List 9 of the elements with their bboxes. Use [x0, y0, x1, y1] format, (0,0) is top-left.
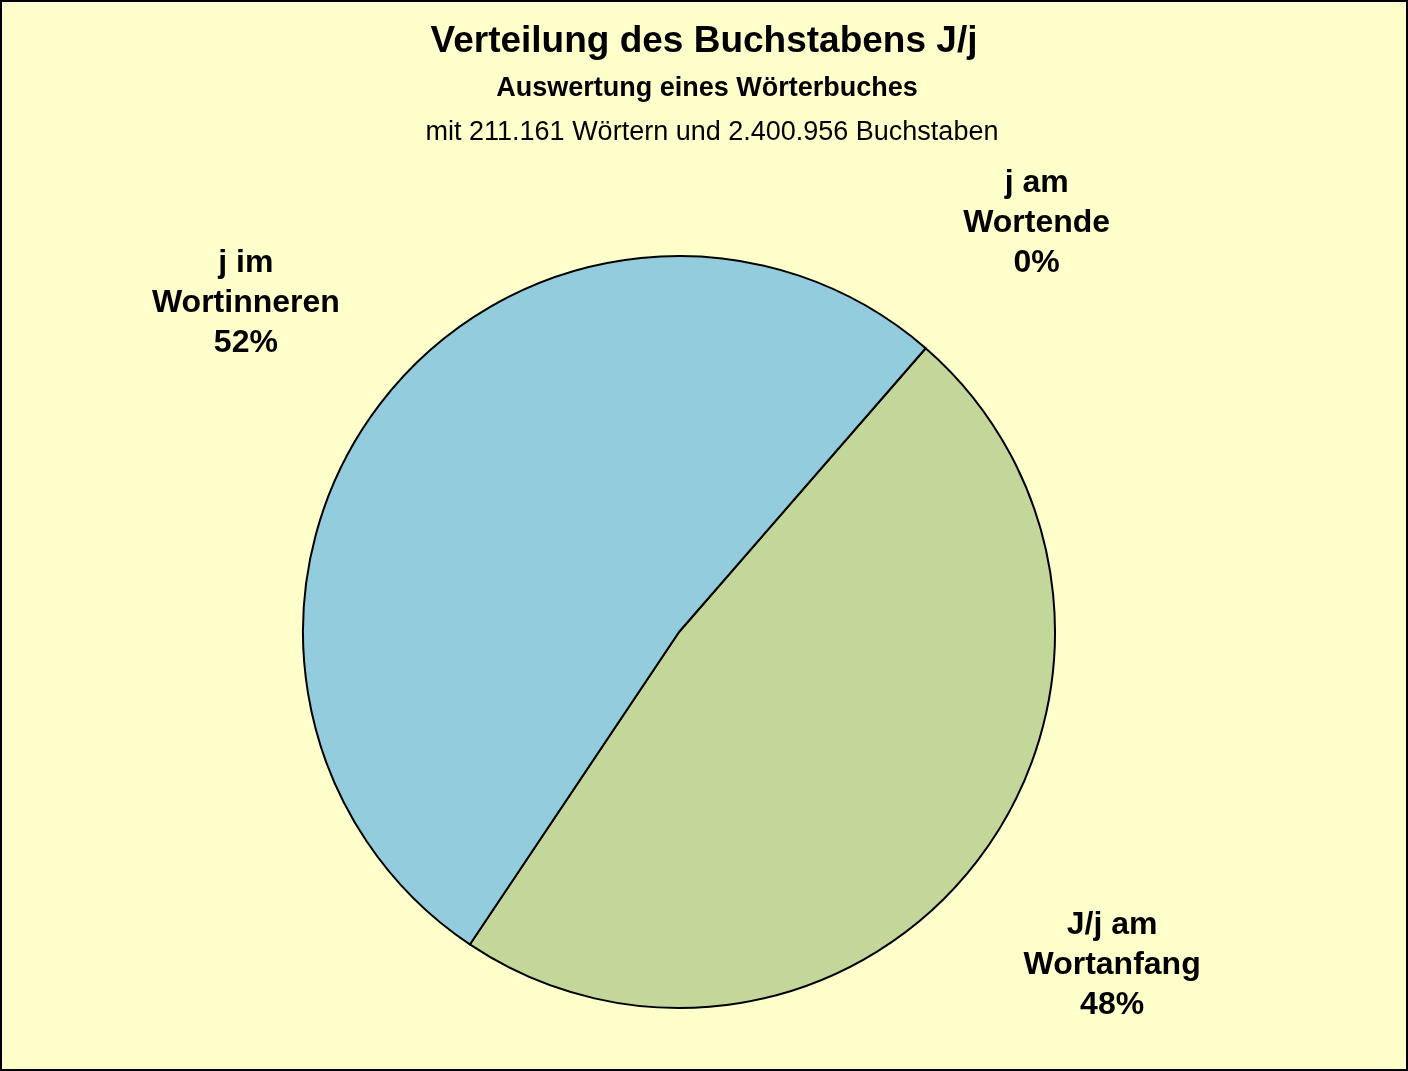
chart-subtitle: Auswertung eines Wörterbuches — [496, 72, 918, 102]
chart-title: Verteilung des Buchstabens J/j — [430, 19, 978, 60]
text: 0% — [1013, 242, 1060, 279]
text: mit 211.161 Wörtern und 2.400.956 Buchstaben — [425, 116, 999, 146]
slice-label: J/j am Wortanfang — [1023, 905, 1201, 982]
data-label: 52% — [213, 322, 278, 359]
slice-label: j im Wortinneren — [151, 242, 340, 319]
category-label: j am Wortende — [963, 162, 1111, 239]
data-label: 48% — [1080, 985, 1145, 1022]
